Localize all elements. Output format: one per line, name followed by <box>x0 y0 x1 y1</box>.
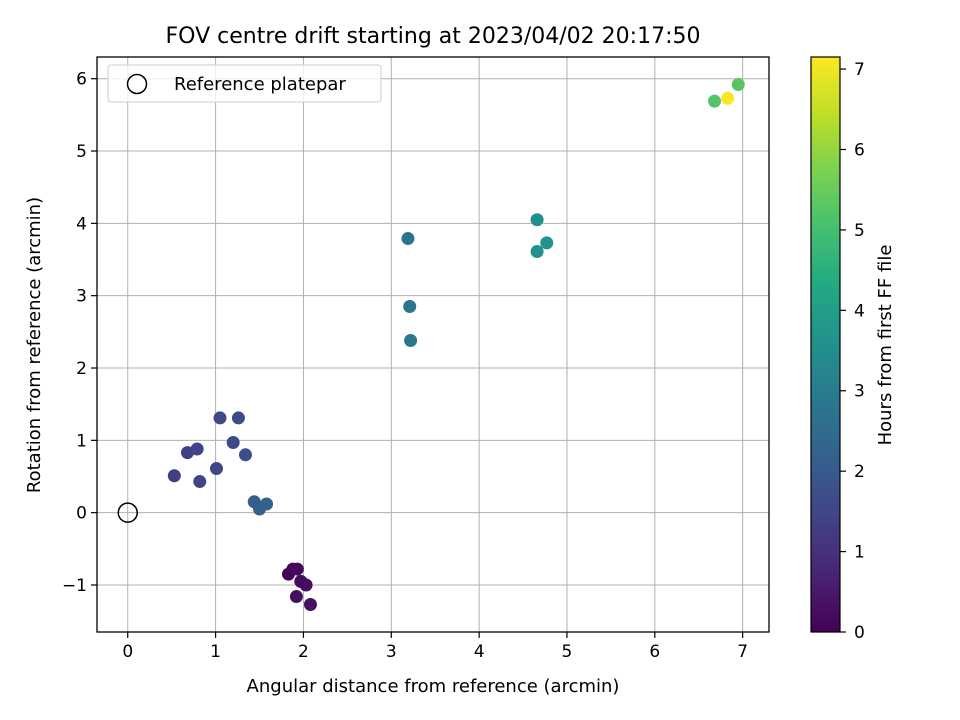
data-point <box>708 94 722 108</box>
colorbar: 0 1 2 3 4 5 6 7 Hours from first FF file <box>810 56 896 643</box>
data-point <box>167 469 181 483</box>
colorbar-tick-label: 0 <box>854 623 865 643</box>
colorbar-tick-label: 7 <box>854 60 865 80</box>
y-tick-label: 2 <box>76 359 87 379</box>
y-axis-ticks: −1 0 1 2 3 4 5 6 <box>62 70 97 596</box>
data-point <box>193 475 207 489</box>
grid-lines <box>97 57 769 632</box>
colorbar-tick-label: 2 <box>854 462 865 482</box>
x-tick-label: 5 <box>562 642 573 662</box>
y-tick-label: 4 <box>76 214 87 234</box>
colorbar-gradient <box>810 56 841 633</box>
data-point <box>289 590 303 604</box>
data-point <box>299 578 313 592</box>
data-point <box>540 236 554 250</box>
y-tick-label: 1 <box>76 431 87 451</box>
colorbar-tick-label: 4 <box>854 301 865 321</box>
x-tick-label: 4 <box>474 642 485 662</box>
legend-box <box>107 64 382 103</box>
x-tick-label: 1 <box>210 642 221 662</box>
data-point <box>401 232 415 246</box>
chart-title: FOV centre drift starting at 2023/04/02 … <box>166 24 701 49</box>
x-axis-ticks: 0 1 2 3 4 5 6 7 <box>122 632 748 662</box>
data-point <box>721 91 735 105</box>
reference-platepar-marker <box>117 502 138 523</box>
legend-marker-reference <box>126 73 148 95</box>
y-axis-label: Rotation from reference (arcmin) <box>24 197 45 493</box>
data-point <box>290 562 304 576</box>
data-point <box>190 442 204 456</box>
x-tick-label: 2 <box>298 642 309 662</box>
data-point <box>226 436 240 450</box>
colorbar-tick-label: 3 <box>854 382 865 402</box>
y-tick-label: 5 <box>76 142 87 162</box>
colorbar-ticks: 0 1 2 3 4 5 6 7 <box>840 60 865 643</box>
y-tick-label: 6 <box>76 70 87 90</box>
y-tick-label: −1 <box>62 576 87 596</box>
scatter-points <box>117 77 745 612</box>
data-point <box>403 300 417 314</box>
data-point <box>231 411 245 425</box>
colorbar-tick-label: 1 <box>854 543 865 563</box>
data-point <box>209 462 223 476</box>
data-point <box>213 411 227 425</box>
colorbar-tick-label: 5 <box>854 221 865 241</box>
x-tick-label: 7 <box>737 642 748 662</box>
data-point <box>238 448 252 462</box>
data-point <box>404 334 418 348</box>
x-axis-label: Angular distance from reference (arcmin) <box>247 676 620 697</box>
x-tick-label: 0 <box>122 642 133 662</box>
x-tick-label: 3 <box>386 642 397 662</box>
data-point <box>731 77 745 91</box>
data-point <box>303 598 317 612</box>
y-tick-label: 3 <box>76 287 87 307</box>
x-tick-label: 6 <box>649 642 660 662</box>
colorbar-label: Hours from first FF file <box>875 245 896 446</box>
legend-label-reference: Reference platepar <box>174 74 346 95</box>
y-tick-label: 0 <box>76 504 87 524</box>
data-point <box>530 213 544 227</box>
data-point <box>260 497 274 511</box>
colorbar-tick-label: 6 <box>854 140 865 160</box>
legend: Reference platepar <box>107 64 382 103</box>
data-point <box>530 245 544 259</box>
plot-frame <box>96 56 770 633</box>
